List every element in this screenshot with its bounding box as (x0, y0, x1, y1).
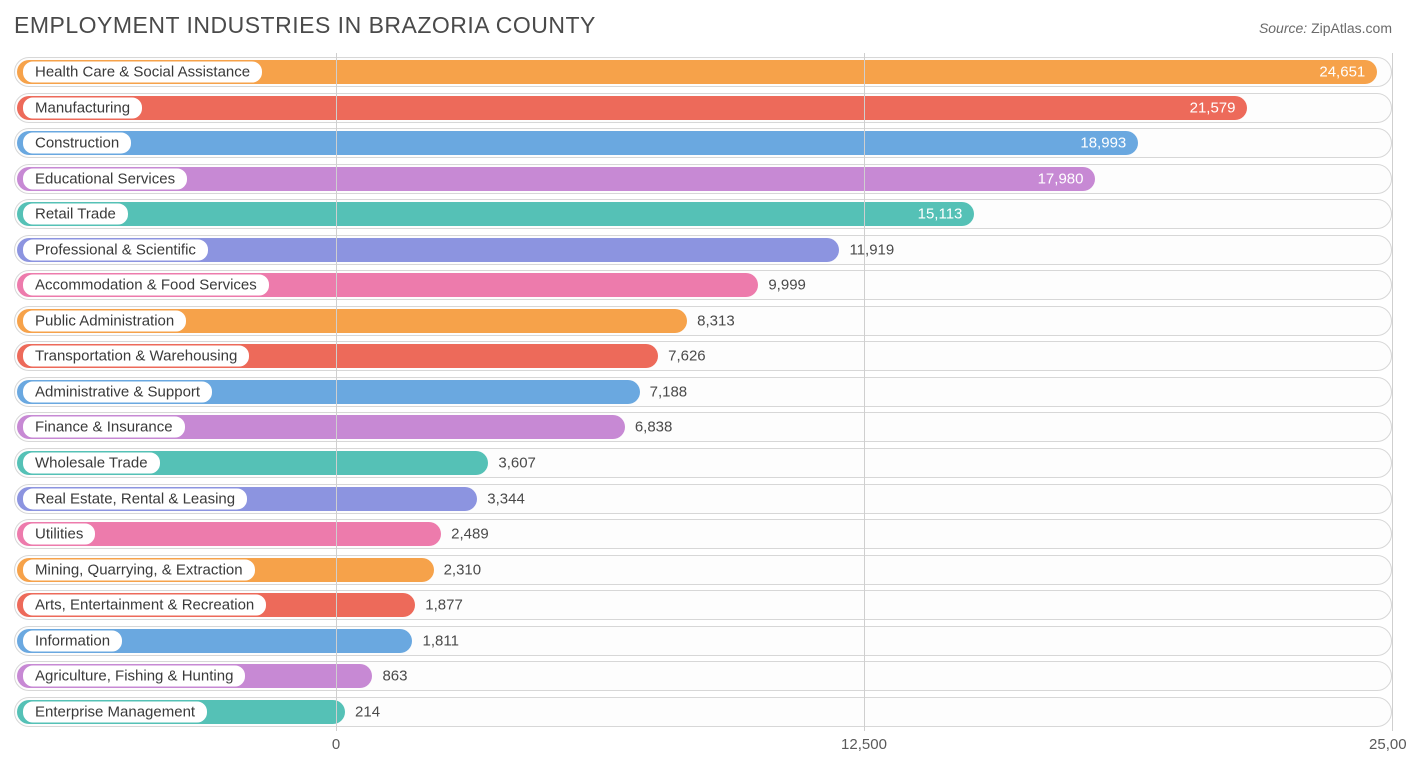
bar-row: Finance & Insurance 6,838 (14, 412, 1392, 442)
chart-title: EMPLOYMENT INDUSTRIES IN BRAZORIA COUNTY (14, 12, 596, 39)
bar-category-label: Educational Services (22, 167, 188, 190)
bar-value-label: 3,607 (498, 455, 536, 472)
bar-category-label: Agriculture, Fishing & Hunting (22, 665, 246, 688)
bar-fill (17, 131, 1138, 155)
bar-category-label: Enterprise Management (22, 700, 208, 723)
bar-value-label: 3,344 (487, 490, 525, 507)
bar-category-label: Manufacturing (22, 96, 143, 119)
bar-value-label: 21,579 (1190, 99, 1236, 116)
bar-category-label: Real Estate, Rental & Leasing (22, 487, 248, 510)
bar-row: Administrative & Support 7,188 (14, 377, 1392, 407)
bar-row: Transportation & Warehousing 7,626 (14, 341, 1392, 371)
bar-value-label: 214 (355, 703, 380, 720)
bar-category-label: Transportation & Warehousing (22, 345, 250, 368)
bar-row: Health Care & Social Assistance 24,651 (14, 57, 1392, 87)
bar-value-label: 863 (382, 668, 407, 685)
bar-category-label: Finance & Insurance (22, 416, 186, 439)
bar-value-label: 18,993 (1080, 135, 1126, 152)
bar-value-label: 11,919 (849, 241, 894, 258)
bar-row: Manufacturing 21,579 (14, 93, 1392, 123)
bar-row: Educational Services 17,980 (14, 164, 1392, 194)
bar-category-label: Utilities (22, 523, 96, 546)
bar-value-label: 15,113 (918, 206, 963, 223)
gridline (864, 53, 865, 731)
bar-row: Professional & Scientific 11,919 (14, 235, 1392, 265)
gridline (1392, 53, 1393, 731)
bar-row: Agriculture, Fishing & Hunting 863 (14, 661, 1392, 691)
bar-value-label: 1,811 (422, 632, 458, 649)
bar-row: Enterprise Management 214 (14, 697, 1392, 727)
bar-row: Wholesale Trade 3,607 (14, 448, 1392, 478)
bar-fill (17, 96, 1247, 120)
bar-value-label: 7,626 (668, 348, 706, 365)
bar-category-label: Health Care & Social Assistance (22, 61, 263, 84)
bar-category-label: Professional & Scientific (22, 238, 209, 261)
bar-value-label: 1,877 (425, 597, 463, 614)
bar-category-label: Administrative & Support (22, 380, 213, 403)
bar-category-label: Construction (22, 132, 132, 155)
x-axis-label: 12,500 (841, 736, 887, 753)
chart-source: Source: ZipAtlas.com (1259, 20, 1392, 36)
bars-container: Health Care & Social Assistance 24,651 Man… (14, 53, 1392, 731)
bar-fill (17, 202, 974, 226)
bar-row: Arts, Entertainment & Recreation 1,877 (14, 590, 1392, 620)
source-label: Source: (1259, 20, 1307, 36)
bar-value-label: 8,313 (697, 312, 735, 329)
bar-value-label: 17,980 (1038, 170, 1084, 187)
bar-row: Construction 18,993 (14, 128, 1392, 158)
bar-row: Accommodation & Food Services 9,999 (14, 270, 1392, 300)
bar-category-label: Accommodation & Food Services (22, 274, 270, 297)
bar-value-label: 7,188 (650, 383, 688, 400)
chart-header: EMPLOYMENT INDUSTRIES IN BRAZORIA COUNTY… (14, 12, 1392, 39)
bar-category-label: Public Administration (22, 309, 187, 332)
bar-row: Public Administration 8,313 (14, 306, 1392, 336)
bar-value-label: 2,489 (451, 526, 489, 543)
bar-category-label: Arts, Entertainment & Recreation (22, 594, 267, 617)
bar-value-label: 6,838 (635, 419, 673, 436)
bar-row: Real Estate, Rental & Leasing 3,344 (14, 484, 1392, 514)
bar-value-label: 2,310 (444, 561, 482, 578)
bar-value-label: 24,651 (1319, 64, 1365, 81)
x-axis-label: 25,000 (1369, 736, 1406, 753)
bar-category-label: Mining, Quarrying, & Extraction (22, 558, 256, 581)
bar-category-label: Information (22, 629, 123, 652)
x-axis-label: 0 (332, 736, 340, 753)
bar-row: Utilities 2,489 (14, 519, 1392, 549)
gridline (336, 53, 337, 731)
bar-category-label: Wholesale Trade (22, 452, 161, 475)
source-value: ZipAtlas.com (1311, 20, 1392, 36)
bar-row: Retail Trade 15,113 (14, 199, 1392, 229)
bar-row: Information 1,811 (14, 626, 1392, 656)
bar-category-label: Retail Trade (22, 203, 129, 226)
chart-area: Health Care & Social Assistance 24,651 Man… (14, 53, 1392, 753)
bar-value-label: 9,999 (768, 277, 806, 294)
bar-row: Mining, Quarrying, & Extraction 2,310 (14, 555, 1392, 585)
